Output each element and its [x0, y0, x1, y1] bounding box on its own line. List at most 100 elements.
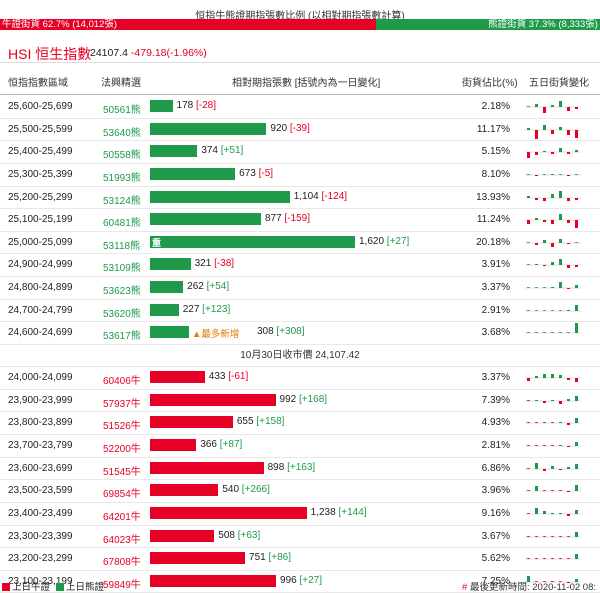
sparkline-bar — [535, 376, 538, 379]
sparkline-bar — [559, 490, 562, 492]
contracts-label: 178 [-28] — [177, 100, 216, 111]
sparkline-bar — [527, 242, 530, 243]
warrant-code-link[interactable]: 53620熊 — [103, 308, 141, 320]
sparkline-bar — [535, 535, 538, 537]
contracts-change: [+54] — [203, 281, 230, 293]
warrant-code-link[interactable]: 50561熊 — [103, 105, 141, 116]
contracts-bar — [150, 281, 184, 294]
sparkline-bar — [535, 462, 538, 469]
sparkline-bar — [559, 581, 562, 582]
table-row: 23,900-23,999 57937牛 992 [+168] 7.39% — [0, 390, 600, 413]
contracts-label: 751 [+86] — [249, 552, 291, 563]
sparkline-bar — [535, 332, 538, 334]
contracts-value: 655 — [236, 416, 254, 428]
sparkline-bar — [551, 332, 554, 334]
contracts-change: [+51] — [218, 145, 244, 157]
range-cell: 24,900-24,999 — [8, 259, 73, 271]
col-pct-header: 街貨佔比(%) — [462, 78, 518, 89]
sparkline-bar — [527, 220, 530, 225]
sparkline-bar — [527, 467, 530, 469]
pct-cell: 9.16% — [481, 507, 510, 519]
warrant-code-link[interactable]: 53623熊 — [103, 286, 141, 298]
warrant-code-link[interactable]: 51993熊 — [103, 172, 141, 184]
contracts-label: 877 [-159] — [265, 213, 310, 224]
sparkline-bar — [527, 174, 530, 175]
warrant-code-link[interactable]: 60406牛 — [103, 376, 141, 388]
contracts-label: 433 [-61] — [209, 371, 248, 382]
sparkline-bar — [543, 581, 546, 582]
warrant-code-link[interactable]: 51526牛 — [103, 421, 141, 433]
sparkline-bar — [559, 400, 562, 404]
pct-cell: 3.96% — [481, 485, 510, 497]
col-fiveday-header: 五日街貨變化 — [529, 78, 589, 89]
contracts-bar — [150, 574, 277, 587]
five-day-sparkline — [525, 238, 581, 247]
table-header: 恒指指數區域 法興精選 相對期指張數 [括號內為一日變化] 街貨佔比(%) 五日… — [0, 66, 600, 95]
sparkline-bar — [559, 148, 562, 153]
contracts-value: 1,238 — [310, 506, 336, 518]
col-code-header: 法興精選 — [101, 78, 141, 89]
pct-cell: 8.10% — [481, 168, 510, 180]
warrant-code-link[interactable]: 60481熊 — [103, 218, 141, 230]
contracts-change: [-5] — [255, 167, 274, 179]
warrant-code-link[interactable]: 67808牛 — [103, 557, 141, 569]
contracts-value: 308 — [256, 326, 274, 338]
contracts-bar — [150, 100, 173, 112]
bear-ratio-segment: 熊證街貨 37.3% (8,333張) — [376, 19, 600, 30]
range-cell: 25,300-25,399 — [8, 168, 73, 180]
close-price-divider: 10月30日收市價 24,107.42 — [0, 345, 600, 368]
warrant-code-link[interactable]: 64201牛 — [103, 511, 141, 523]
index-value: 24107.4 — [90, 47, 128, 59]
table-row: 25,100-25,199 60481熊 877 [-159] 11.24% — [0, 209, 600, 232]
table-row: 25,000-25,09953118熊重貨區1,620 [+27]20.18% — [0, 232, 600, 274]
warrant-code-link[interactable]: 53109熊 — [103, 263, 141, 275]
sparkline-bar — [543, 332, 546, 334]
sparkline-bar — [535, 399, 538, 401]
warrant-code-link[interactable]: 53118熊 — [103, 240, 141, 252]
sparkline-bar — [551, 129, 554, 134]
sparkline-bar — [527, 422, 530, 424]
sparkline-bar — [559, 468, 562, 470]
contracts-bar — [150, 235, 355, 248]
warrant-code-link[interactable]: 52200牛 — [103, 443, 141, 455]
five-day-sparkline — [525, 124, 581, 139]
sparkline-bar — [527, 513, 530, 514]
warrant-code-link[interactable]: 53124熊 — [103, 195, 141, 207]
sparkline-bar — [575, 265, 578, 268]
sparkline-bar — [567, 581, 570, 583]
warrant-code-link[interactable]: 64023牛 — [103, 534, 141, 546]
warrant-code-link[interactable]: 53640熊 — [103, 127, 141, 139]
sparkline-bar — [551, 535, 554, 537]
range-cell: 24,600-24,699 — [8, 327, 73, 339]
warrant-code-link[interactable]: 50558熊 — [103, 150, 141, 162]
sparkline-bar — [527, 535, 530, 537]
sparkline-bar — [527, 445, 530, 446]
warrant-code-link[interactable]: 53617熊 — [103, 331, 141, 343]
contracts-value: 366 — [200, 438, 217, 450]
contracts-bar — [150, 393, 276, 406]
contracts-value: 433 — [208, 371, 226, 383]
range-cell: 24,700-24,799 — [8, 304, 73, 316]
sparkline-bar — [551, 173, 554, 175]
five-day-sparkline — [525, 190, 581, 201]
warrant-code-link[interactable]: 51545牛 — [103, 466, 141, 478]
most-added-tag: ▲最多新增 — [192, 329, 240, 341]
contracts-value: 877 — [264, 213, 282, 225]
sparkline-bar — [567, 242, 570, 244]
contracts-value: 898 — [267, 461, 285, 473]
warrant-code-link[interactable]: 57937牛 — [103, 398, 141, 410]
warrant-code-link[interactable]: 69854牛 — [103, 489, 141, 501]
sparkline-bar — [567, 491, 570, 493]
sparkline-bar — [551, 262, 554, 266]
contracts-change: [+163] — [284, 461, 316, 473]
contracts-change: [+86] — [265, 552, 292, 564]
sparkline-bar — [559, 259, 562, 266]
sparkline-bar — [559, 238, 562, 243]
contracts-value: 673 — [239, 167, 256, 179]
warrant-code-link[interactable]: 59849牛 — [103, 579, 141, 591]
contracts-label: 1,238 [+144] — [311, 507, 367, 518]
contracts-bar — [150, 122, 267, 135]
sparkline-bar — [527, 127, 530, 130]
sparkline-bar — [559, 512, 562, 514]
sparkline-bar — [527, 264, 530, 266]
